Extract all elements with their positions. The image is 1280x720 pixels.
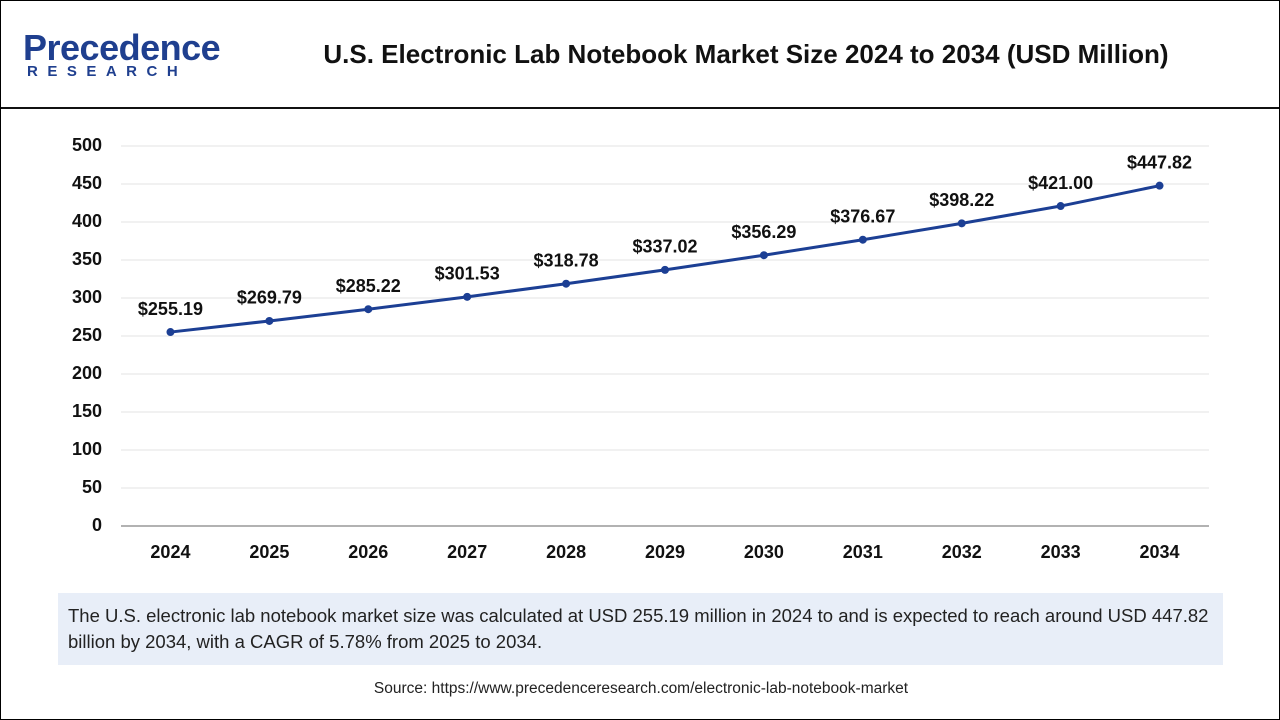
point xyxy=(759,251,768,260)
x-tick-label: 2034 xyxy=(1140,542,1180,562)
value-label: $318.78 xyxy=(534,250,599,270)
y-tick-label: 0 xyxy=(92,515,102,535)
y-tick-label: 500 xyxy=(72,135,102,155)
value-label: $376.67 xyxy=(830,206,895,226)
value-label: $447.82 xyxy=(1127,152,1192,172)
x-tick-label: 2026 xyxy=(348,542,388,562)
point xyxy=(661,265,669,274)
logo-name: Precedence xyxy=(23,27,221,68)
y-tick-label: 450 xyxy=(72,173,102,193)
chart-title: U.S. Electronic Lab Notebook Market Size… xyxy=(323,39,1169,69)
y-tick-label: 250 xyxy=(72,325,102,345)
value-label: $269.79 xyxy=(237,288,302,308)
header: Precedence RESEARCH U.S. Electronic Lab … xyxy=(1,1,1279,109)
x-tick-label: 2029 xyxy=(645,542,685,562)
x-tick-label: 2024 xyxy=(150,542,190,562)
x-tick-label: 2031 xyxy=(843,542,883,562)
y-tick-label: 400 xyxy=(72,211,102,231)
value-label: $356.29 xyxy=(731,222,796,242)
y-tick-label: 150 xyxy=(72,401,102,421)
y-tick-label: 300 xyxy=(72,287,102,307)
chart: 0 50 100 150 200 250 300 350 400 450 500 2024 2025 20… xyxy=(72,135,1209,562)
point xyxy=(166,328,175,337)
x-tick-label: 2028 xyxy=(546,542,586,562)
y-tick-label: 200 xyxy=(72,363,102,383)
point xyxy=(562,279,571,288)
point xyxy=(1155,181,1164,190)
y-tick-label: 100 xyxy=(72,439,102,459)
point xyxy=(463,292,472,301)
point xyxy=(364,305,373,314)
point xyxy=(1056,202,1065,211)
line xyxy=(170,184,1160,334)
point xyxy=(858,235,867,244)
value-label: $421.00 xyxy=(1028,173,1093,193)
x-tick-label: 2032 xyxy=(942,542,982,562)
value-label: $255.19 xyxy=(138,299,203,319)
value-label: $301.53 xyxy=(435,264,500,284)
source: Source: https://www.precedenceresearch.c… xyxy=(373,680,909,697)
value-label: $337.02 xyxy=(632,237,697,257)
x-tick-label: 2027 xyxy=(447,542,487,562)
point xyxy=(265,316,274,325)
x-tick-label: 2033 xyxy=(1041,542,1081,562)
y-tick-label: 50 xyxy=(82,477,102,497)
value-label: $398.22 xyxy=(929,190,994,210)
logo-sub: RESEARCH xyxy=(27,63,188,80)
value-label: $285.22 xyxy=(336,276,401,296)
x-tick-label: 2030 xyxy=(744,542,784,562)
point xyxy=(957,219,966,228)
x-tick-label: 2025 xyxy=(249,542,289,562)
y-tick-label: 350 xyxy=(72,249,102,269)
description: The U.S. electronic lab notebook market … xyxy=(58,593,1223,665)
